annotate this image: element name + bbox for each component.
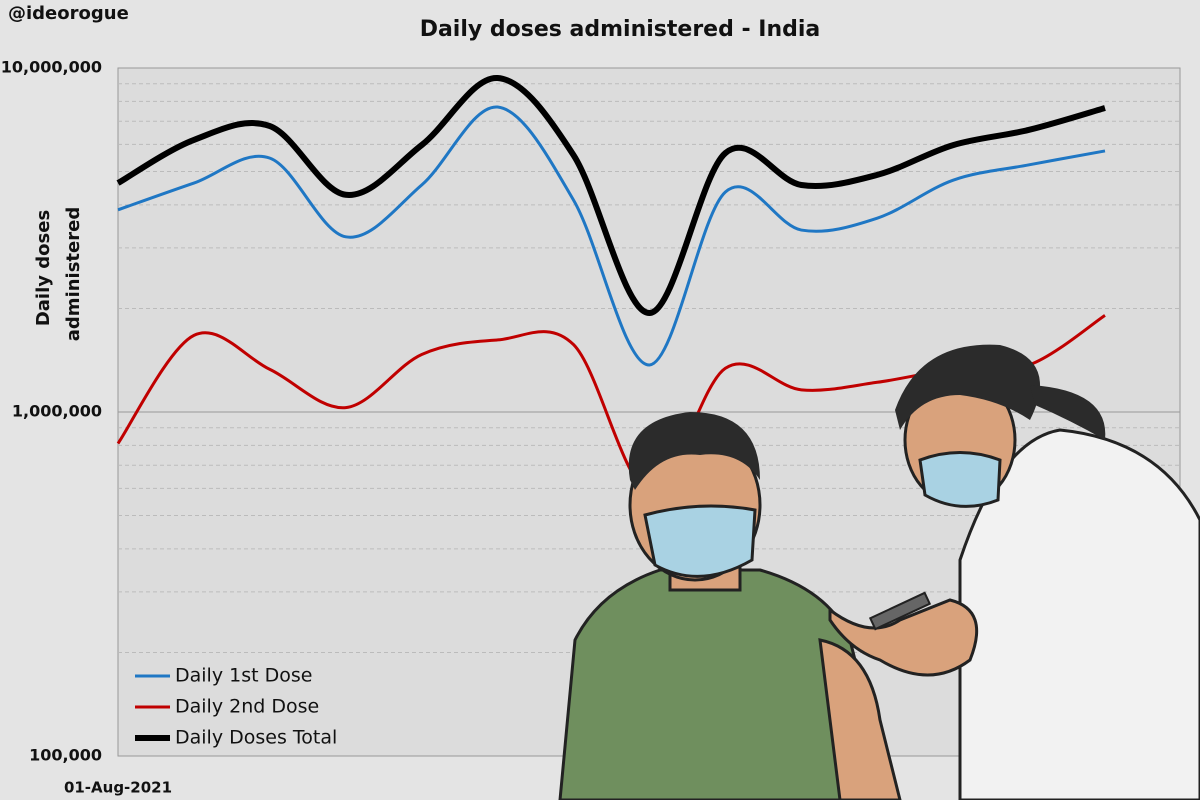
illustration <box>828 344 1200 800</box>
y-tick-label: 10,000,000 <box>1 58 102 77</box>
chart-title: Daily doses administered - India <box>420 17 821 42</box>
y-tick-label: 100,000 <box>29 746 102 765</box>
syringe <box>868 591 932 631</box>
legend-label: Daily Doses Total <box>175 727 337 749</box>
legend: Daily 1st Dose Daily 2nd Dose Daily Doses … <box>135 665 337 749</box>
series-line <box>116 75 1106 316</box>
nurse-arms <box>828 598 979 677</box>
patient-hair <box>628 412 760 490</box>
illustration <box>558 412 902 800</box>
series-line <box>117 105 1106 367</box>
patient-arm <box>818 638 902 800</box>
legend-label: Daily 2nd Dose <box>175 696 319 718</box>
y-axis-label: administered <box>63 207 84 341</box>
legend-label: Daily 1st Dose <box>175 665 312 687</box>
y-tick-label: 1,000,000 <box>12 402 102 421</box>
nurse-mask <box>918 451 1002 508</box>
credit: @ideorogue <box>8 3 129 24</box>
patient-mask <box>643 504 757 578</box>
nurse-hair <box>895 344 1040 430</box>
x-tick-label: 01-Aug-2021 <box>64 779 172 797</box>
nurse-ponytail <box>1030 385 1106 440</box>
y-axis-label: Daily doses <box>33 210 54 326</box>
